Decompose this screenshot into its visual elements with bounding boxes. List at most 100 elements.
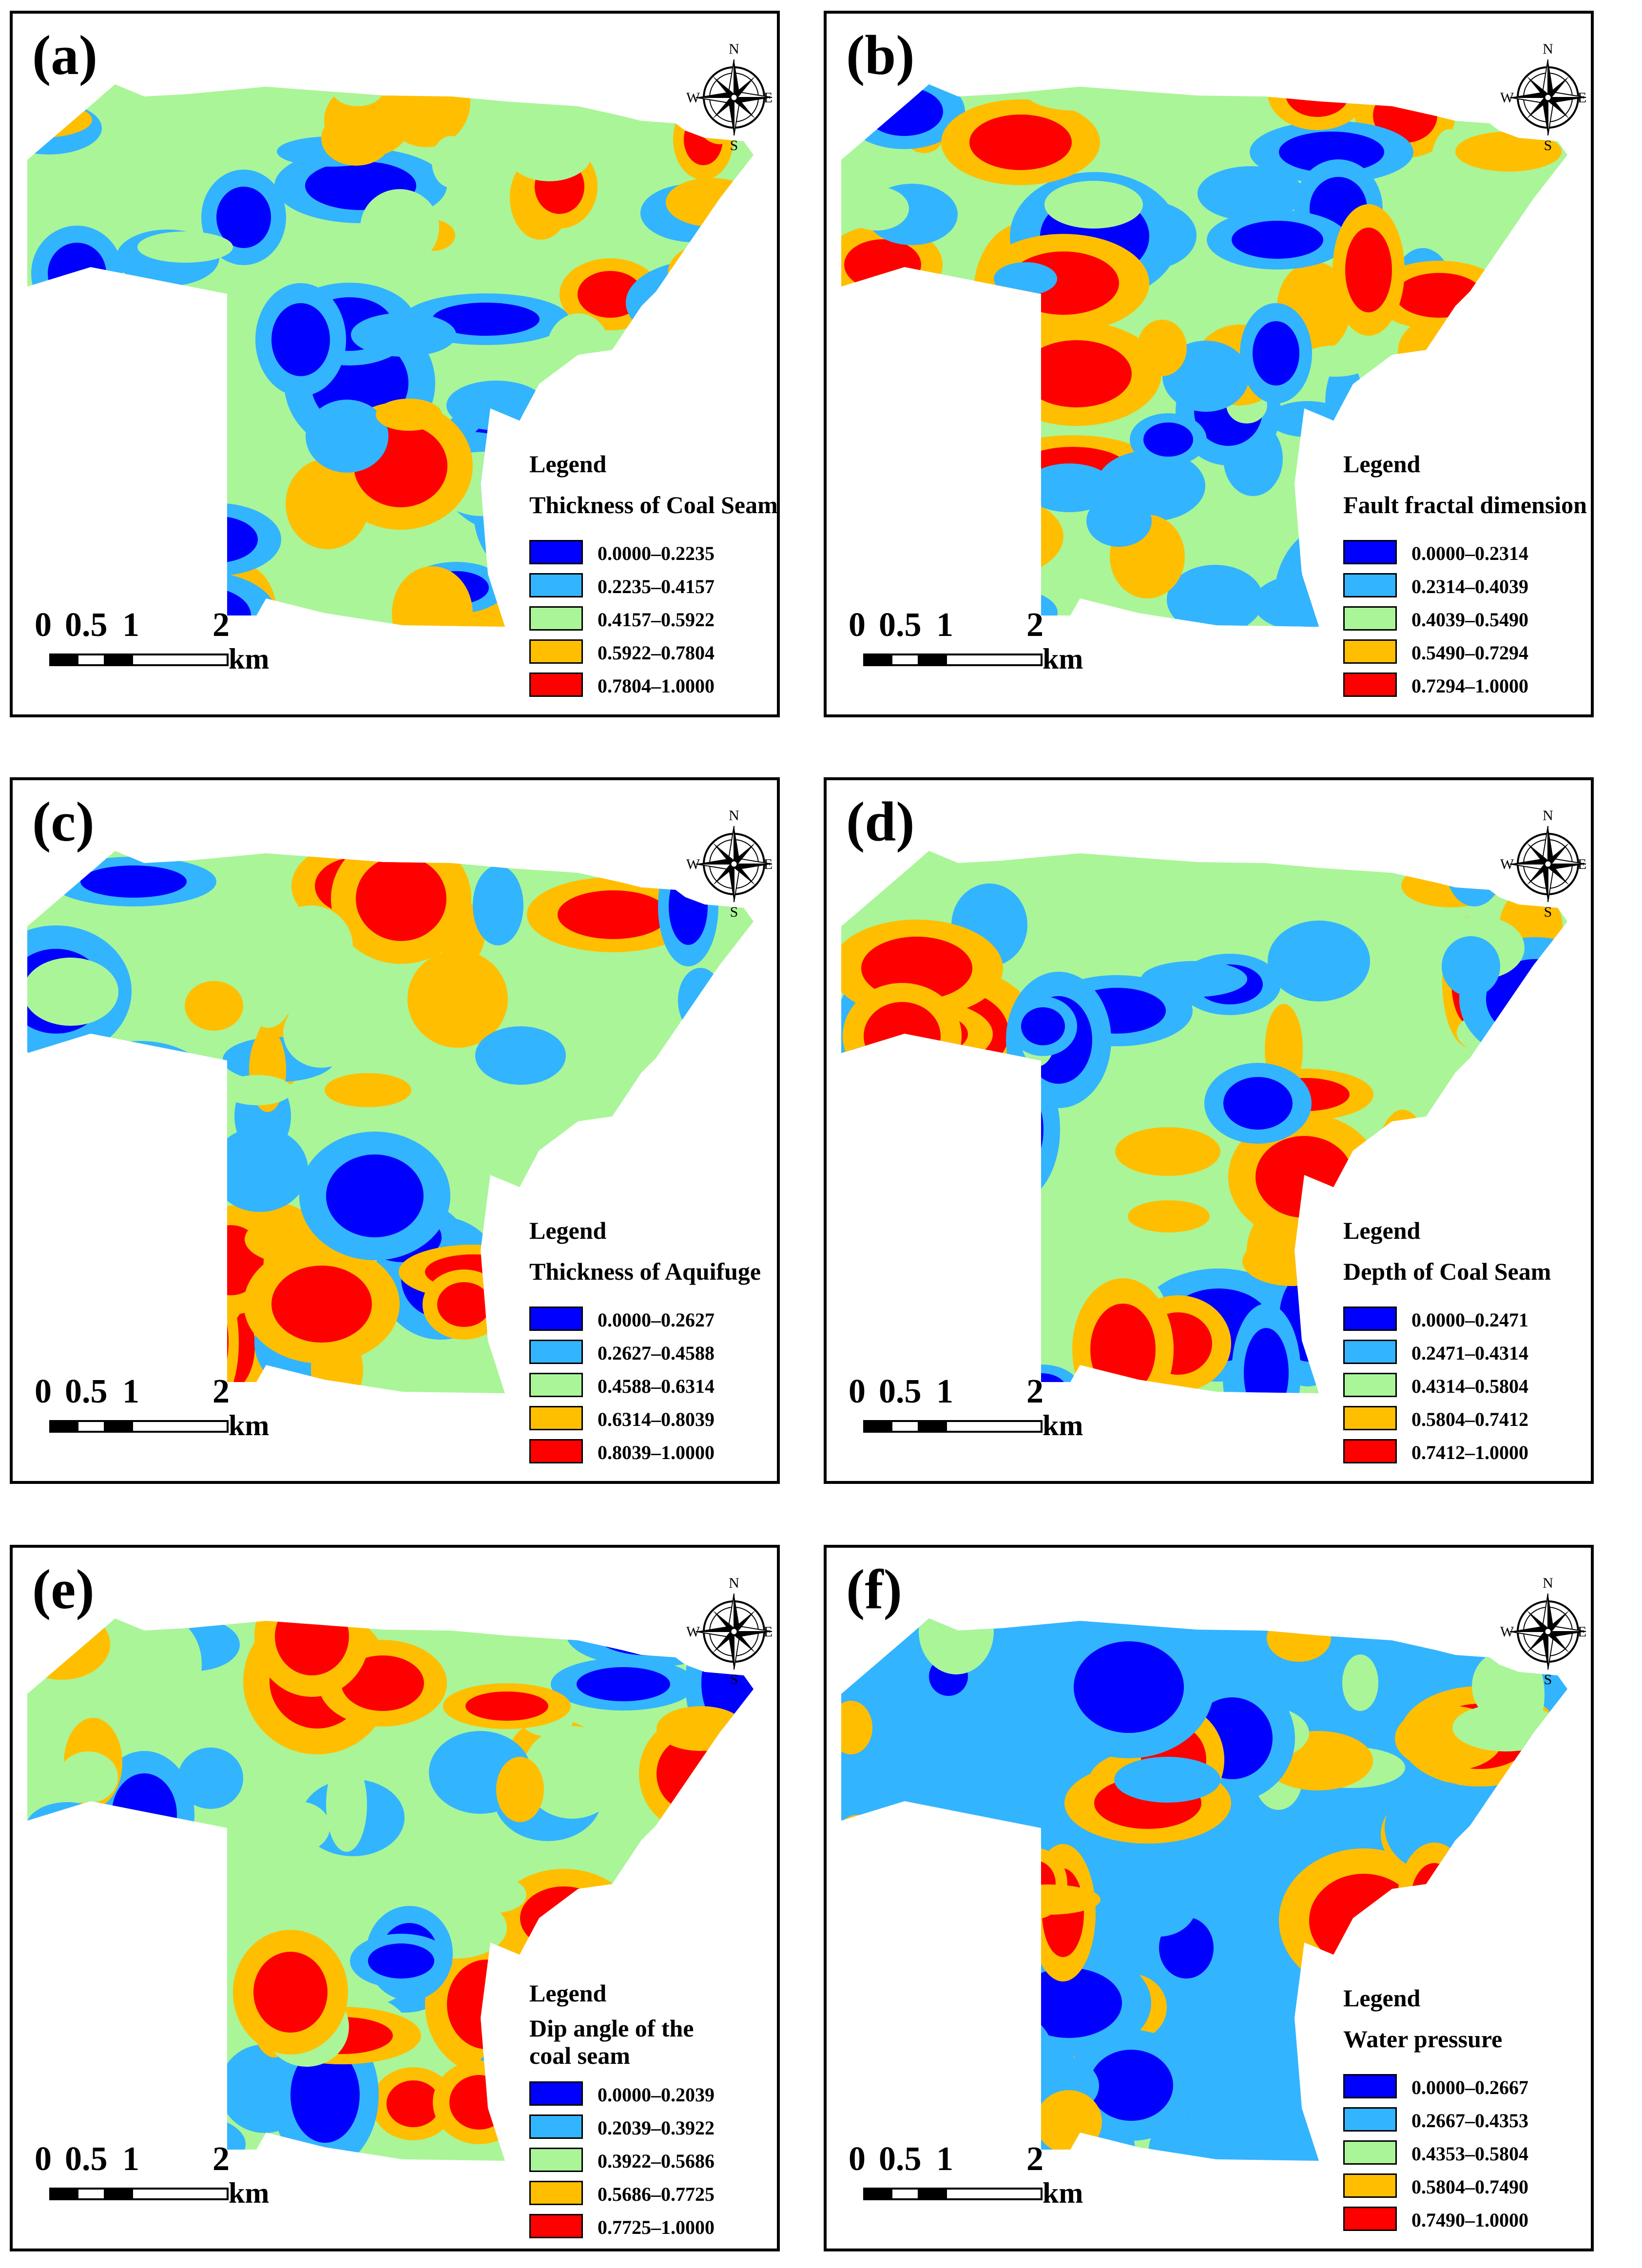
legend-row: 0.0000–0.2314: [1343, 540, 1591, 564]
legend-swatch: [1343, 2107, 1397, 2132]
scale-segment: [863, 1420, 892, 1433]
scale-unit: km: [229, 1409, 270, 1442]
map-zone: [865, 87, 943, 136]
scale-segment: [945, 1420, 1043, 1433]
thematic-map: [841, 1618, 1567, 2161]
scale-segment: [77, 1420, 106, 1433]
map-zone: [393, 1821, 499, 1865]
legend-row: 0.5804–0.7490: [1343, 2173, 1591, 2198]
legend-swatch: [1343, 673, 1397, 697]
map-zone: [1141, 961, 1247, 997]
map-zone: [668, 246, 734, 302]
legend-swatch: [1343, 639, 1397, 664]
legend-swatch: [529, 573, 583, 597]
map-zone: [520, 1886, 608, 1950]
legend-variable: Thickness of Coal Seam: [529, 491, 778, 519]
map-zone: [933, 2054, 1028, 2144]
map-zone: [1022, 340, 1132, 407]
legend-swatch: [529, 1340, 583, 1364]
legend-swatch: [1343, 1406, 1397, 1430]
legend-swatch: [529, 1307, 583, 1331]
map-zone: [670, 1202, 753, 1257]
scale-segment: [77, 2188, 106, 2200]
map-zone: [940, 2048, 996, 2106]
map-zone: [841, 2008, 954, 2100]
legend-row: 0.5804–0.7412: [1343, 1406, 1591, 1430]
map-zone: [166, 365, 217, 435]
scale-segment: [131, 653, 229, 666]
legend-row: 0.5686–0.7725: [529, 2181, 777, 2205]
thematic-map: [841, 84, 1567, 627]
scale-tick-0: 0: [35, 2140, 52, 2178]
map-zone: [1466, 419, 1550, 469]
map-zone: [58, 1751, 118, 1803]
map-zone: [1299, 346, 1372, 377]
legend-row: 0.2039–0.3922: [529, 2114, 777, 2139]
map-zone: [530, 1166, 615, 1225]
map-zone: [1244, 1328, 1289, 1393]
map-zone: [392, 566, 473, 627]
legend-row: 0.7294–1.0000: [1343, 673, 1591, 697]
legend-title: Legend: [1343, 1984, 1421, 2012]
map-zone: [906, 1848, 1017, 1926]
map-zone: [709, 1736, 751, 1815]
map-zone: [1497, 1075, 1567, 1153]
map-zone: [1516, 1089, 1567, 1138]
map-zone: [944, 1832, 988, 1926]
legend-row: 0.2235–0.4157: [529, 573, 777, 597]
map-zone: [356, 856, 446, 941]
map-zone: [1198, 166, 1304, 221]
legend-swatch: [1343, 1340, 1397, 1364]
map-zone: [438, 1107, 515, 1192]
map-zone: [290, 2047, 360, 2143]
legend-row: 0.2314–0.4039: [1343, 573, 1591, 597]
compass-north: N: [729, 1575, 739, 1591]
thematic-map: [27, 851, 753, 1393]
legend-title: Legend: [529, 1217, 607, 1244]
compass-south: S: [730, 137, 738, 154]
map-zone: [1137, 320, 1187, 376]
scale-tick-2: 2: [1026, 606, 1043, 644]
map-zone: [930, 1974, 1029, 2051]
legend-range: 0.5804–0.7412: [1411, 1408, 1528, 1430]
legend-swatch: [529, 2081, 583, 2106]
map-zone: [151, 503, 281, 576]
map-zone: [947, 2009, 1054, 2101]
map-zone: [321, 111, 391, 166]
scale-bar: 0 0.5 1 2 km: [849, 606, 1092, 689]
map-zone: [306, 400, 388, 473]
map-zone: [163, 1226, 238, 1313]
thematic-map: [27, 84, 753, 627]
legend-row: 0.0000–0.2627: [529, 1307, 777, 1331]
legend-variable: Fault fractal dimension: [1343, 491, 1587, 519]
scale-tick-1: 1: [936, 1373, 953, 1410]
map-zone: [27, 1874, 116, 1969]
map-zone: [27, 393, 86, 433]
map-zone: [1267, 1618, 1331, 1662]
scale-tick-1: 1: [122, 606, 139, 644]
legend-row: 0.6314–0.8039: [529, 1406, 777, 1430]
map-zone: [546, 313, 611, 388]
map-zone: [841, 1106, 905, 1175]
map-zone: [84, 1295, 119, 1361]
scale-tick-0: 0: [849, 606, 866, 644]
legend-row: 0.0000–0.2235: [529, 540, 777, 564]
map-zone: [1397, 1843, 1471, 1960]
map-zone: [909, 345, 1020, 420]
map-zone: [368, 1943, 434, 1979]
map-zone: [110, 1998, 174, 2044]
map-zone: [1445, 851, 1504, 906]
map-zone: [577, 1667, 670, 1701]
map-zone: [351, 313, 456, 357]
scale-segment: [104, 1420, 133, 1433]
map-zone: [137, 231, 233, 263]
map-zone: [449, 2075, 509, 2130]
map-zone: [1309, 1874, 1418, 1967]
map-zone: [1247, 2024, 1350, 2113]
compass-south: S: [730, 904, 738, 920]
map-zone: [325, 1073, 411, 1107]
map-zone: [61, 1283, 114, 1320]
map-zone: [1419, 1900, 1486, 1930]
map-zone: [1044, 181, 1143, 229]
legend-title: Legend: [529, 1980, 607, 2007]
